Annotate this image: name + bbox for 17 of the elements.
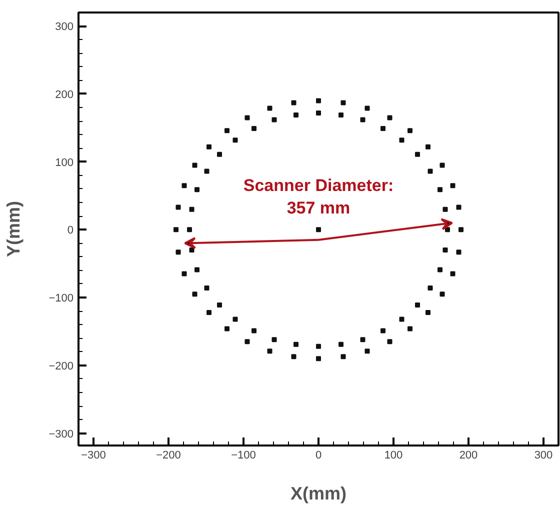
- y-tick-label: 200: [55, 88, 74, 101]
- x-tick-label: 200: [459, 450, 478, 462]
- y-tick-label: −100: [48, 292, 74, 305]
- y-tick-label: −200: [48, 360, 74, 372]
- x-tick-label: −200: [156, 450, 181, 462]
- x-tick-label: −300: [81, 450, 106, 462]
- y-axis-title: Y(mm): [4, 200, 24, 257]
- x-tick-label: 100: [384, 450, 403, 462]
- annotation: Scanner Diameter: 357 mm: [243, 176, 394, 218]
- x-tick-label: −100: [231, 450, 256, 462]
- y-tick-label: 100: [55, 156, 74, 169]
- y-tick-label: −300: [48, 428, 74, 440]
- x-tick-label: 0: [315, 450, 322, 462]
- x-tick-label: 300: [534, 450, 553, 462]
- y-tick-label: 300: [55, 21, 74, 34]
- x-axis-title: X(mm): [290, 484, 347, 504]
- y-tick-label: 0: [67, 224, 74, 237]
